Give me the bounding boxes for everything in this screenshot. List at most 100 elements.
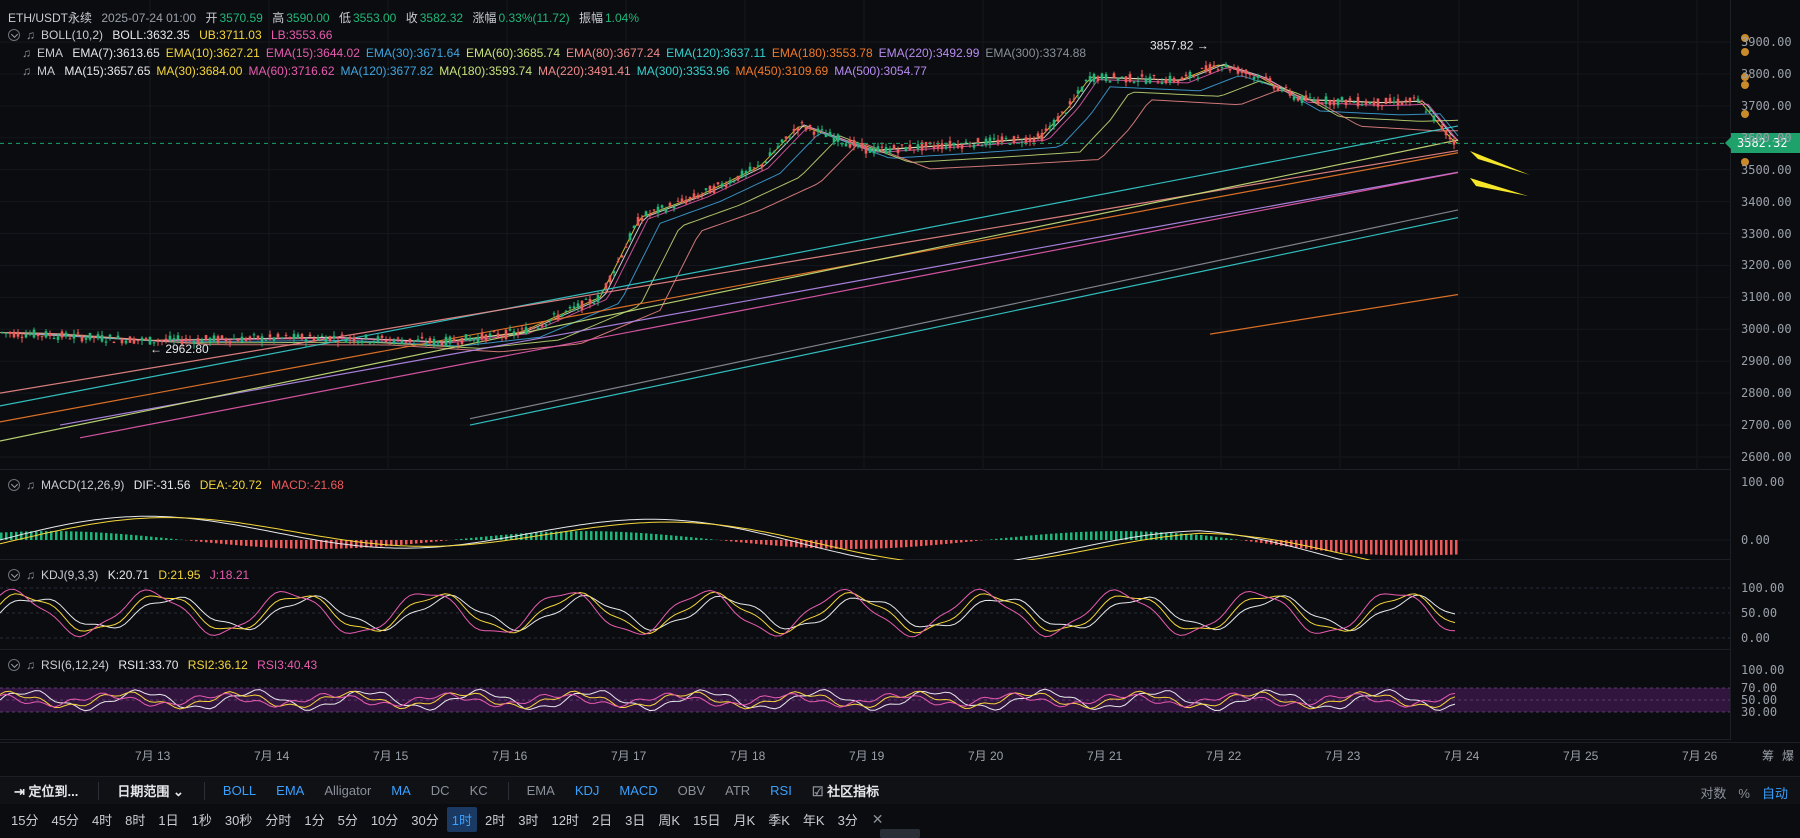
marker-icon[interactable] bbox=[1741, 81, 1749, 89]
candle-body bbox=[816, 128, 820, 132]
macd-panel[interactable]: ♫ MACD(12,26,9) DIF:-31.56 DEA:-20.72 MAC… bbox=[0, 470, 1730, 560]
interval-button[interactable]: 45分 bbox=[51, 812, 79, 828]
candle-body bbox=[944, 146, 948, 149]
subindicator-rsi-button[interactable]: RSI bbox=[770, 783, 792, 798]
candle-body bbox=[952, 144, 956, 146]
interval-button[interactable]: 4时 bbox=[91, 812, 113, 828]
kdj-line bbox=[0, 588, 1456, 638]
interval-button[interactable]: 3分 bbox=[837, 812, 858, 828]
interval-button[interactable]: 2日 bbox=[591, 812, 613, 828]
bell-icon[interactable]: ♫ bbox=[26, 658, 35, 672]
candle-body bbox=[540, 324, 544, 327]
interval-button[interactable]: 分时 bbox=[265, 812, 292, 828]
candle-body bbox=[1256, 76, 1260, 78]
interval-button[interactable]: 周K bbox=[658, 812, 681, 828]
axis-mode-button[interactable]: % bbox=[1738, 786, 1750, 801]
interval-button[interactable]: 15分 bbox=[11, 812, 39, 828]
indicator-ema-button[interactable]: EMA bbox=[276, 783, 305, 798]
interval-button[interactable]: 15日 bbox=[693, 812, 721, 828]
date-range-button[interactable]: 日期范围 ⌄ bbox=[117, 781, 184, 800]
interval-button[interactable]: 1时 bbox=[446, 806, 477, 832]
marker-icon[interactable] bbox=[1741, 34, 1749, 42]
candlestick-chart[interactable]: 3857.82 → ← 2962.80 bbox=[0, 0, 1730, 470]
boll-name[interactable]: BOLL(10,2) bbox=[41, 28, 104, 42]
macd-histogram-bar bbox=[95, 532, 98, 540]
axis-mode-button[interactable]: 自动 bbox=[1761, 786, 1788, 801]
ma-name[interactable]: MA bbox=[37, 64, 55, 78]
candle-body bbox=[1052, 119, 1056, 127]
axis-mode-button[interactable]: 对数 bbox=[1700, 786, 1727, 801]
date-axis[interactable]: 筹 爆 7月 13 7月 14 7月 15 7月 16 7月 17 7月 18 7月 19 7… bbox=[0, 742, 1800, 763]
candle-body bbox=[984, 138, 988, 146]
interval-button[interactable]: 30分 bbox=[411, 812, 439, 828]
interval-button[interactable]: 10分 bbox=[370, 812, 399, 828]
interval-button[interactable]: 3日 bbox=[625, 812, 646, 828]
indicator-dc-button[interactable]: DC bbox=[430, 783, 450, 798]
macd-histogram-bar bbox=[680, 536, 683, 540]
bell-icon[interactable]: ♫ bbox=[26, 568, 35, 582]
candle-body bbox=[424, 342, 428, 344]
resize-handle[interactable] bbox=[880, 829, 920, 838]
interval-button[interactable]: 1分 bbox=[304, 812, 325, 828]
interval-button[interactable]: 30秒 bbox=[224, 812, 253, 828]
interval-button[interactable]: 1秒 bbox=[191, 812, 212, 828]
close-icon[interactable]: ✕ bbox=[871, 810, 884, 827]
marker-icon[interactable] bbox=[1741, 73, 1749, 81]
interval-button[interactable]: 12时 bbox=[551, 812, 579, 828]
interval-button[interactable]: 3时 bbox=[518, 812, 539, 828]
price-axis[interactable]: 3582.32 3900.00 3800.00 3700.00 3600.00 3500… bbox=[1725, 0, 1800, 740]
indicator-boll-button[interactable]: BOLL bbox=[222, 783, 257, 798]
bell-icon[interactable]: ♫ bbox=[26, 478, 35, 492]
macd-histogram-bar bbox=[605, 531, 608, 540]
indicator-alligator-button[interactable]: Alligator bbox=[324, 783, 372, 798]
indicator-ma-button[interactable]: MA bbox=[391, 783, 411, 798]
subindicator-kdj-button[interactable]: KDJ bbox=[574, 783, 600, 798]
main-chart-panel[interactable]: 3857.82 → ← 2962.80 ETH/USDT永续 2025-07-24… bbox=[0, 0, 1730, 470]
interval-button[interactable]: 1日 bbox=[158, 812, 179, 828]
macd-histogram-bar bbox=[285, 540, 288, 549]
subindicator-ema-button[interactable]: EMA bbox=[526, 783, 555, 798]
subindicator-macd-button[interactable]: MACD bbox=[619, 783, 658, 798]
interval-button[interactable]: 季K bbox=[768, 812, 790, 828]
ema-name[interactable]: EMA bbox=[37, 46, 64, 60]
community-indicators-button[interactable]: ☑ 社区指标 bbox=[812, 781, 879, 800]
candle-body bbox=[16, 331, 20, 337]
marker-icon[interactable] bbox=[1741, 48, 1749, 56]
collapse-icon[interactable] bbox=[8, 29, 20, 41]
kdj-name[interactable]: KDJ(9,3,3) bbox=[41, 568, 99, 582]
marker-icon[interactable] bbox=[1741, 110, 1749, 118]
subindicator-atr-button[interactable]: ATR bbox=[725, 783, 751, 798]
interval-button[interactable]: 月K bbox=[733, 812, 756, 828]
collapse-icon[interactable] bbox=[8, 479, 20, 491]
interval-button[interactable]: 8时 bbox=[125, 812, 146, 828]
subindicator-obv-button[interactable]: OBV bbox=[677, 783, 706, 798]
interval-button[interactable]: 年K bbox=[802, 812, 825, 828]
chip-label[interactable]: 筹 bbox=[1762, 749, 1775, 763]
macd-histogram-bar bbox=[1360, 540, 1363, 554]
bell-icon[interactable]: ♫ bbox=[22, 64, 31, 78]
macd-histogram-bar bbox=[545, 531, 548, 540]
macd-name[interactable]: MACD(12,26,9) bbox=[41, 478, 125, 492]
divider bbox=[507, 781, 509, 800]
candle-body bbox=[1404, 99, 1408, 101]
candle-body bbox=[488, 333, 492, 337]
collapse-icon[interactable] bbox=[8, 569, 20, 581]
interval-button[interactable]: 5分 bbox=[337, 812, 358, 828]
bell-icon[interactable]: ♫ bbox=[26, 28, 35, 42]
bell-icon[interactable]: ♫ bbox=[22, 46, 31, 60]
candle-body bbox=[776, 146, 780, 149]
liquidation-label[interactable]: 爆 bbox=[1782, 749, 1795, 763]
interval-button[interactable]: 2时 bbox=[485, 812, 506, 828]
candle-body bbox=[1240, 71, 1244, 73]
boll-legend: ♫ BOLL(10,2) BOLL:3632.35 UB:3711.03 LB:3… bbox=[8, 28, 338, 42]
marker-icon[interactable] bbox=[1741, 158, 1749, 166]
locate-button[interactable]: ⇥ 定位到... bbox=[14, 784, 79, 799]
macd-histogram-bar bbox=[140, 535, 143, 540]
rsi-panel[interactable]: ♫ RSI(6,12,24) RSI1:33.70 RSI2:36.12 RSI3… bbox=[0, 650, 1730, 740]
rsi-name[interactable]: RSI(6,12,24) bbox=[41, 658, 110, 672]
indicator-kc-button[interactable]: KC bbox=[469, 783, 488, 798]
candle-body bbox=[868, 148, 872, 153]
candle-body bbox=[896, 149, 900, 154]
kdj-panel[interactable]: ♫ KDJ(9,3,3) K:20.71 D:21.95 J:18.21 bbox=[0, 560, 1730, 650]
collapse-icon[interactable] bbox=[8, 659, 20, 671]
